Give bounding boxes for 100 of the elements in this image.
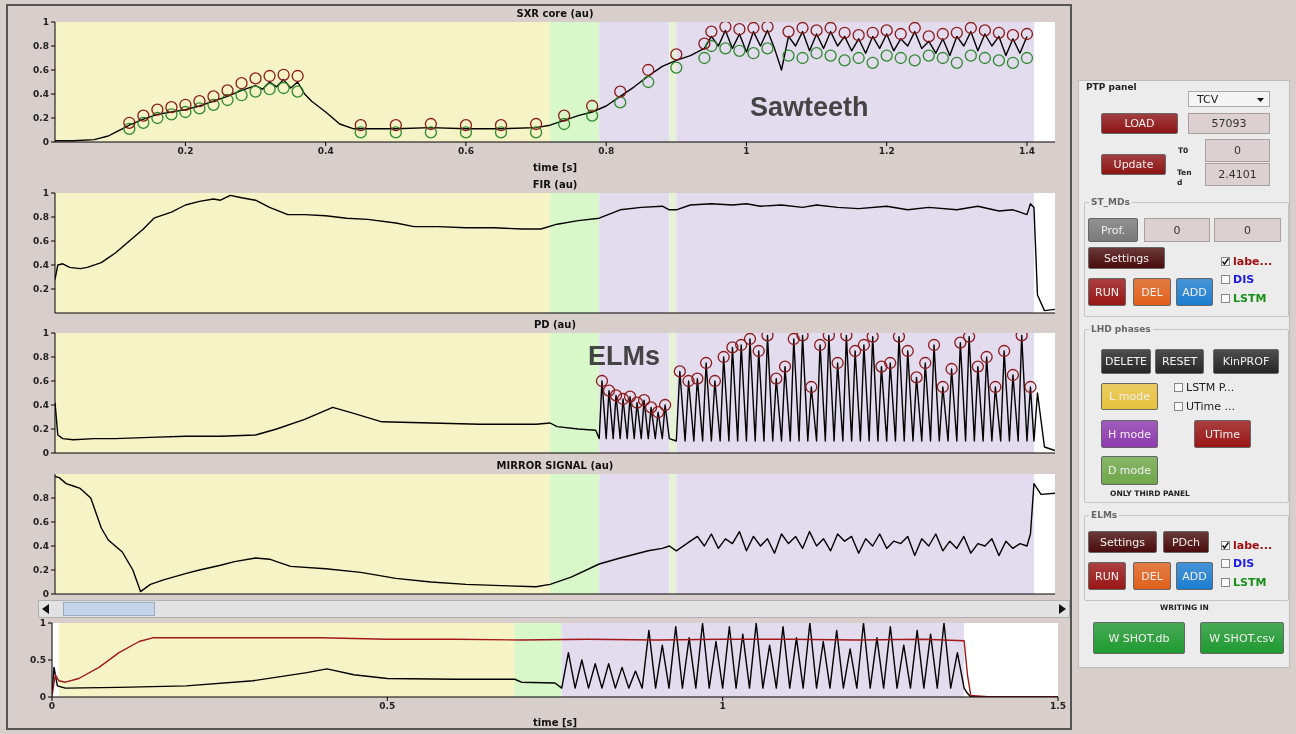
point xyxy=(354,126,367,139)
point xyxy=(726,341,739,354)
point xyxy=(978,24,992,37)
text: Settings xyxy=(1103,251,1150,265)
point xyxy=(586,109,599,122)
point xyxy=(950,56,963,69)
y-tick-label: 0.6 xyxy=(33,65,49,76)
y-tick-label: 0.6 xyxy=(33,517,49,528)
y-tick-label: 0 xyxy=(42,589,49,600)
point xyxy=(747,47,760,60)
point xyxy=(787,333,800,346)
dropdown: TCV xyxy=(1188,91,1270,107)
y-tick-label: 0.4 xyxy=(33,89,49,100)
x-tick-label: 0.8 xyxy=(598,146,615,157)
point xyxy=(389,126,402,139)
point xyxy=(831,356,844,370)
point xyxy=(796,22,809,35)
point xyxy=(761,42,774,55)
text: DELETE xyxy=(1104,355,1148,368)
x-tick-label: 0.2 xyxy=(177,146,194,157)
point xyxy=(221,84,234,97)
text: KinPROF xyxy=(1222,355,1270,368)
point xyxy=(673,365,686,378)
point xyxy=(137,116,150,129)
point xyxy=(263,69,276,83)
text: RUN xyxy=(1095,285,1119,299)
point xyxy=(459,126,473,139)
y-tick-label: 0 xyxy=(42,448,49,459)
point xyxy=(782,49,795,62)
point xyxy=(733,23,746,36)
x-tick-label: 1.4 xyxy=(1018,146,1035,157)
x-axis-title: time [s] xyxy=(532,717,578,728)
point xyxy=(235,89,248,102)
point xyxy=(719,22,732,33)
point xyxy=(962,333,976,343)
point xyxy=(602,384,616,397)
text: Settings xyxy=(1099,535,1146,549)
point xyxy=(922,49,935,62)
text: RESET xyxy=(1161,355,1198,368)
point xyxy=(838,54,851,67)
point xyxy=(557,109,571,122)
point xyxy=(277,81,290,95)
point xyxy=(616,392,630,406)
y-tick-label: 0.8 xyxy=(33,352,49,363)
point xyxy=(908,54,921,67)
point xyxy=(459,119,473,132)
point xyxy=(291,69,304,83)
point xyxy=(137,109,150,122)
point xyxy=(221,93,234,107)
point xyxy=(642,75,655,89)
text-field: 0 xyxy=(1144,218,1210,242)
point xyxy=(880,49,893,62)
text: Prof. xyxy=(1100,223,1126,237)
point xyxy=(595,374,609,388)
point xyxy=(291,85,304,98)
point xyxy=(179,105,192,119)
point xyxy=(908,22,921,35)
text: DIS xyxy=(1233,272,1255,286)
text: LSTM P... xyxy=(1186,380,1235,394)
text: LSTM xyxy=(1233,291,1267,305)
point xyxy=(717,350,730,364)
text-field: 0 xyxy=(1214,218,1281,242)
point xyxy=(810,47,823,60)
text: DEL xyxy=(1141,569,1163,583)
point xyxy=(705,39,718,53)
point xyxy=(770,372,783,385)
point xyxy=(866,333,879,343)
x-tick-label: 0.6 xyxy=(457,146,474,157)
y-tick-label: 0.2 xyxy=(33,284,49,295)
point xyxy=(747,22,760,35)
point xyxy=(813,338,827,352)
point xyxy=(529,126,543,139)
text-field: 2.4101 xyxy=(1205,163,1270,186)
point xyxy=(978,51,992,65)
point xyxy=(852,29,865,42)
y-tick-label: 0.6 xyxy=(33,376,49,387)
text: W SHOT.csv xyxy=(1209,631,1275,645)
point xyxy=(494,119,508,132)
point xyxy=(880,24,893,37)
y-tick-label: 0.8 xyxy=(33,41,49,52)
text: LOAD xyxy=(1124,117,1155,130)
point xyxy=(796,51,809,65)
point xyxy=(980,350,993,364)
text: Update xyxy=(1113,158,1154,171)
chart-title: SXR core (au) xyxy=(515,8,595,19)
point xyxy=(810,24,823,37)
y-tick-label: 0.2 xyxy=(33,113,49,124)
point xyxy=(950,26,963,39)
point xyxy=(651,406,665,419)
x-tick-label: 0.4 xyxy=(317,146,334,157)
y-tick-label: 1 xyxy=(42,188,49,199)
point xyxy=(838,26,851,39)
x-tick-label: 1.5 xyxy=(1050,701,1066,712)
line-series xyxy=(55,194,1055,312)
text: RUN xyxy=(1095,569,1119,583)
point xyxy=(866,26,879,39)
y-tick-label: 1 xyxy=(42,17,49,28)
point xyxy=(637,394,651,407)
point xyxy=(989,380,1002,394)
point xyxy=(752,344,765,358)
